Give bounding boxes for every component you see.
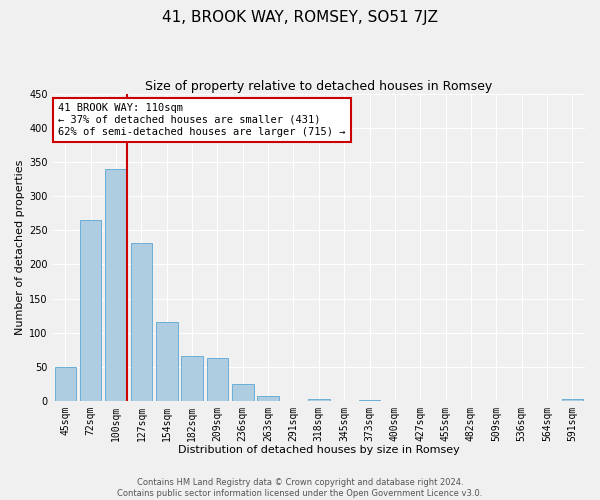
- Text: Contains HM Land Registry data © Crown copyright and database right 2024.
Contai: Contains HM Land Registry data © Crown c…: [118, 478, 482, 498]
- Text: 41 BROOK WAY: 110sqm
← 37% of detached houses are smaller (431)
62% of semi-deta: 41 BROOK WAY: 110sqm ← 37% of detached h…: [58, 104, 346, 136]
- Y-axis label: Number of detached properties: Number of detached properties: [15, 160, 25, 335]
- Title: Size of property relative to detached houses in Romsey: Size of property relative to detached ho…: [145, 80, 493, 93]
- Bar: [181, 356, 203, 401]
- Bar: [206, 358, 228, 401]
- Bar: [232, 384, 254, 400]
- Bar: [55, 366, 76, 400]
- Bar: [80, 220, 101, 400]
- Text: 41, BROOK WAY, ROMSEY, SO51 7JZ: 41, BROOK WAY, ROMSEY, SO51 7JZ: [162, 10, 438, 25]
- Bar: [156, 322, 178, 400]
- X-axis label: Distribution of detached houses by size in Romsey: Distribution of detached houses by size …: [178, 445, 460, 455]
- Bar: [257, 396, 279, 400]
- Bar: [105, 169, 127, 400]
- Bar: [131, 242, 152, 400]
